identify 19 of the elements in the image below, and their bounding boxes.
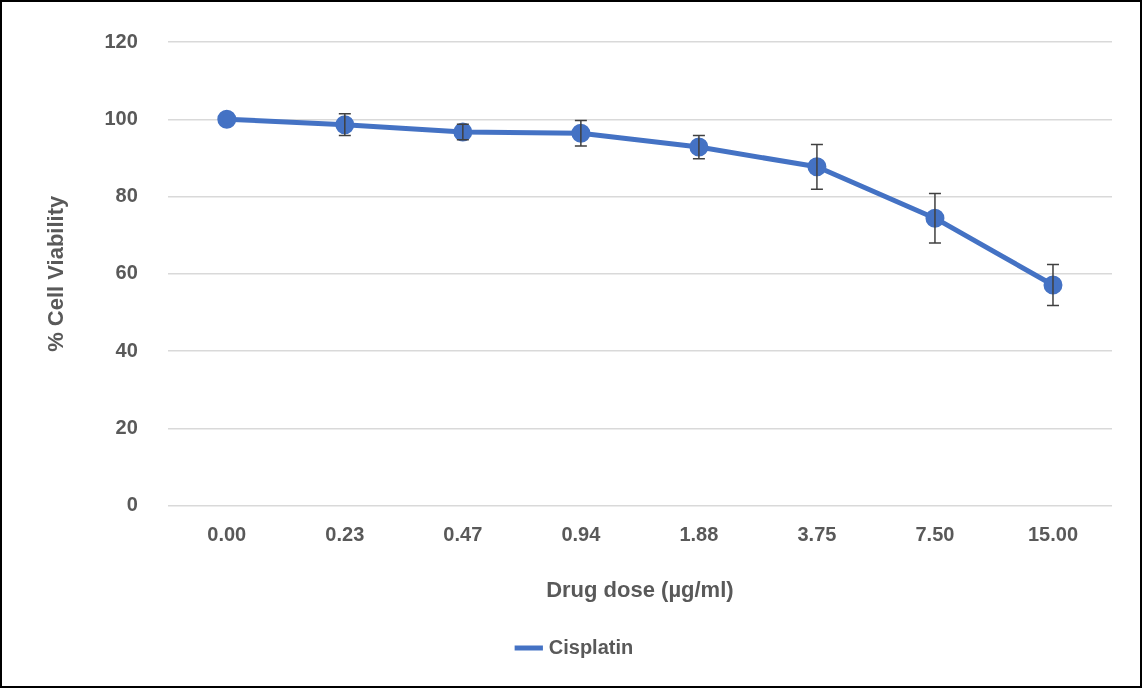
x-tick-label: 0.47 xyxy=(443,523,483,546)
y-axis-title: % Cell Viability xyxy=(43,195,69,352)
x-tick-label: 3.75 xyxy=(797,523,837,546)
y-tick-label: 100 xyxy=(104,106,138,129)
x-tick-label: 0.00 xyxy=(207,523,247,546)
y-tick-label: 40 xyxy=(115,338,138,361)
y-tick-label: 60 xyxy=(115,261,138,284)
x-tick-label: 7.50 xyxy=(915,523,955,546)
y-tick-label: 80 xyxy=(115,184,138,207)
legend-label: Cisplatin xyxy=(548,635,634,658)
x-tick-label: 0.94 xyxy=(561,523,602,546)
y-tick-label: 20 xyxy=(115,415,138,438)
point xyxy=(217,109,237,129)
y-tick-label: 0 xyxy=(126,493,138,516)
x-tick-label: 15.00 xyxy=(1027,523,1079,546)
x-tick-label: 0.23 xyxy=(325,523,365,546)
y-tick-label: 120 xyxy=(104,29,138,52)
x-tick-label: 1.88 xyxy=(679,523,719,546)
x-axis-title: Drug dose (µg/ml) xyxy=(546,576,734,602)
